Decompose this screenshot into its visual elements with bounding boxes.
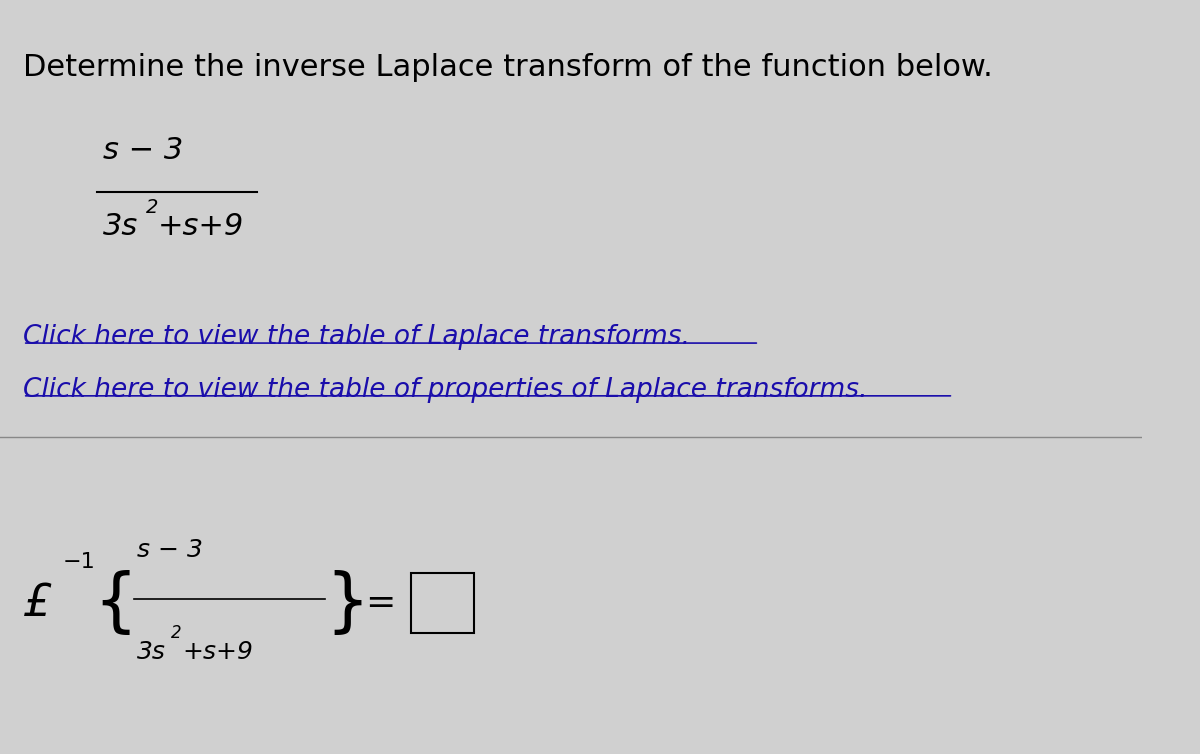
Text: 2: 2 [172,624,182,642]
Text: £: £ [23,581,52,625]
FancyBboxPatch shape [410,573,474,633]
Text: =: = [365,586,396,621]
Text: +s+9: +s+9 [157,212,244,241]
Text: }: } [325,570,370,636]
Text: {: { [94,570,138,636]
Text: −1: −1 [62,552,96,572]
Text: Determine the inverse Laplace transform of the function below.: Determine the inverse Laplace transform … [23,53,992,81]
Text: Click here to view the table of Laplace transforms.: Click here to view the table of Laplace … [23,324,690,350]
Text: 3s: 3s [137,640,166,664]
Text: 2: 2 [146,198,158,217]
Text: +s+9: +s+9 [182,640,253,664]
Text: s − 3: s − 3 [103,136,182,165]
Text: 3s: 3s [103,212,138,241]
Text: Click here to view the table of properties of Laplace transforms.: Click here to view the table of properti… [23,377,868,403]
Text: s − 3: s − 3 [137,538,203,562]
